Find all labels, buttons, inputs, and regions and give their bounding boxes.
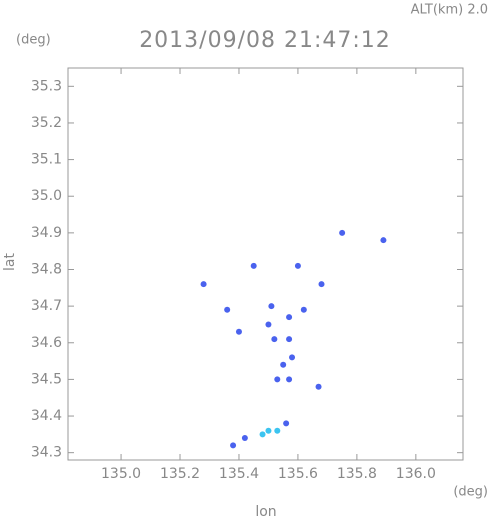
x-tick-label: 135.2 [160, 466, 200, 482]
x-axis-label: lon [255, 504, 276, 520]
x-tick-label: 135.6 [278, 466, 318, 482]
y-axis-label: lat [2, 253, 18, 271]
y-tick-label: 34.6 [31, 335, 62, 351]
echo-point [241, 435, 248, 442]
y-tick-label: 35.2 [31, 115, 62, 131]
chart-title: 2013/09/08 21:47:12 [139, 28, 391, 53]
echo-point [200, 281, 207, 288]
x-tick-label: 135.8 [337, 466, 377, 482]
echo-point [268, 303, 275, 310]
echo-point [300, 306, 307, 313]
echo-point [250, 262, 257, 269]
y-tick-label: 35.1 [31, 152, 62, 168]
x-tick-label: 136.0 [396, 466, 436, 482]
echo-point [294, 262, 301, 269]
y-tick-label: 34.3 [31, 445, 62, 461]
plot-frame [67, 67, 464, 461]
echo-point [380, 237, 387, 244]
echo-point [339, 229, 346, 236]
echo-point [224, 306, 231, 313]
echo-point [286, 376, 293, 383]
y-tick-label: 34.9 [31, 225, 62, 241]
echo-point [280, 361, 287, 368]
echo-point [230, 442, 237, 449]
y-tick-label: 34.8 [31, 261, 62, 277]
y-tick-label: 34.5 [31, 371, 62, 387]
echo-point [265, 427, 272, 434]
y-tick-label: 34.4 [31, 408, 62, 424]
echo-point [265, 321, 272, 328]
y-unit: (deg) [16, 33, 51, 48]
echo-point [286, 314, 293, 321]
echo-point [235, 328, 242, 335]
echo-point [289, 354, 296, 361]
echo-point [271, 336, 278, 343]
x-tick-label: 135.0 [101, 466, 141, 482]
x-tick-label: 135.4 [219, 466, 259, 482]
x-unit: (deg) [453, 485, 488, 500]
echo-point [318, 281, 325, 288]
y-tick-label: 35.3 [31, 78, 62, 94]
altitude-label: ALT(km) 2.0 [411, 3, 488, 18]
echo-point [283, 420, 290, 427]
y-tick-label: 35.0 [31, 188, 62, 204]
echo-point [274, 427, 281, 434]
y-tick-label: 34.7 [31, 298, 62, 314]
echo-point [315, 383, 322, 390]
echo-point [259, 431, 266, 438]
echo-point [274, 376, 281, 383]
echo-point [286, 336, 293, 343]
